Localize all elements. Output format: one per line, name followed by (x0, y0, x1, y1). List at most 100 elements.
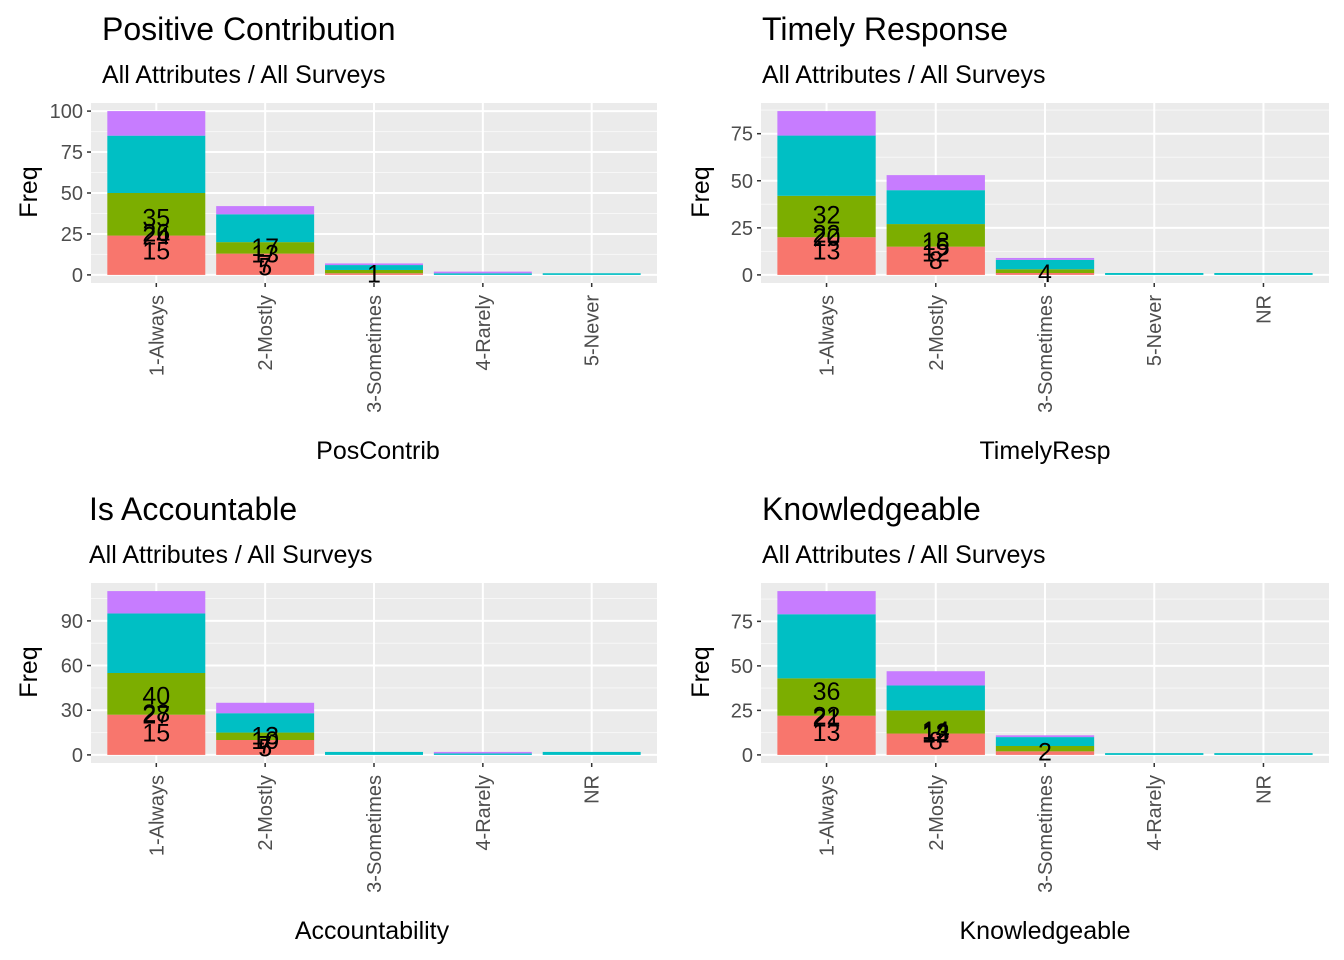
y-tick-label: 60 (61, 656, 83, 678)
data-label: 36 (813, 678, 841, 706)
bar-segment (1105, 753, 1204, 755)
data-label: 7 (258, 250, 272, 278)
chart-subtitle: All Attributes / All Surveys (762, 61, 1045, 89)
bar-segment (1105, 273, 1204, 275)
bar-segment (995, 751, 1095, 755)
data-label: 2 (1038, 738, 1052, 766)
x-tick-label: 1-Always (146, 775, 168, 856)
bar-segment (107, 193, 206, 236)
bar-segment (777, 195, 876, 238)
bar-segment (216, 214, 315, 243)
data-label: 13 (922, 719, 950, 747)
y-tick-label: 50 (731, 171, 753, 193)
bar-segment (216, 732, 315, 741)
bar-segment (886, 685, 985, 711)
bar-segment (433, 753, 532, 755)
data-label: 27 (142, 702, 170, 730)
data-label: 21 (813, 705, 841, 733)
data-label: 12 (922, 721, 950, 749)
y-tick-label: 0 (742, 745, 753, 767)
x-tick-label: 2-Mostly (926, 775, 948, 851)
bar-segment (777, 111, 876, 136)
data-label: 18 (922, 228, 950, 256)
bar-segment (433, 273, 532, 275)
x-tick-label: 1-Always (817, 295, 839, 376)
bar-segment (777, 591, 876, 615)
bar-segment (886, 175, 985, 191)
chart-svg: Timely Response All Attributes / All Sur… (687, 11, 1329, 465)
bar-segment (995, 735, 1095, 738)
data-label: 13 (813, 719, 841, 747)
x-axis-label: PosContrib (316, 437, 440, 465)
x-tick-label: 3-Sometimes (1035, 775, 1057, 893)
chart-panel-positive-contribution: Positive Contribution All Attributes / A… (0, 0, 672, 480)
bar-segment (107, 235, 206, 275)
y-tick-label: 25 (731, 700, 753, 722)
x-tick-label: 2-Mostly (255, 295, 277, 371)
data-label: 24 (142, 223, 170, 251)
chart-svg: Knowledgeable All Attributes / All Surve… (687, 491, 1329, 945)
bar-segment (995, 745, 1095, 752)
y-tick-label: 25 (731, 218, 753, 240)
x-axis-label: Knowledgeable (960, 917, 1131, 945)
x-axis-label: TimelyResp (979, 437, 1110, 465)
y-tick-label: 25 (61, 224, 83, 246)
bar-segment (777, 614, 876, 679)
y-axis-label: Freq (687, 166, 715, 217)
chart-title: Positive Contribution (102, 11, 395, 47)
x-tick-label: NR (1253, 775, 1275, 804)
x-axis-label: Accountability (295, 917, 450, 945)
bar-segment (325, 263, 423, 266)
x-tick-label: 4-Rarely (473, 295, 495, 371)
data-label: 20 (813, 224, 841, 252)
y-tick-label: 0 (742, 265, 753, 287)
y-tick-label: 50 (61, 183, 83, 205)
chart-title: Knowledgeable (762, 491, 981, 527)
chart-panel-knowledgeable: Knowledgeable All Attributes / All Surve… (672, 480, 1344, 960)
chart-svg: Is Accountable All Attributes / All Surv… (15, 491, 657, 945)
y-tick-label: 75 (731, 124, 753, 146)
x-tick-label: 3-Sometimes (364, 295, 386, 413)
data-label: 5 (258, 254, 272, 282)
chart-svg: Positive Contribution All Attributes / A… (15, 11, 657, 465)
x-tick-label: 4-Rarely (473, 775, 495, 851)
data-label: 40 (142, 682, 170, 710)
data-label: 15 (922, 234, 950, 262)
data-label: 8 (929, 728, 943, 756)
bar-segment (325, 269, 423, 274)
y-axis-label: Freq (15, 646, 43, 697)
bar-segment (777, 237, 876, 275)
bar-segment (886, 671, 985, 686)
data-label: 15 (142, 720, 170, 748)
x-tick-label: NR (1253, 295, 1275, 324)
chart-panel-timely-response: Timely Response All Attributes / All Sur… (672, 0, 1344, 480)
y-tick-label: 75 (61, 142, 83, 164)
x-tick-label: 3-Sometimes (1035, 295, 1057, 413)
data-label: 7 (258, 731, 272, 759)
data-label: 26 (142, 219, 170, 247)
data-label: 28 (142, 700, 170, 728)
x-tick-label: 2-Mostly (926, 295, 948, 371)
x-tick-label: 3-Sometimes (364, 775, 386, 893)
bar-segment (995, 259, 1095, 270)
chart-panel-is-accountable: Is Accountable All Attributes / All Surv… (0, 480, 672, 960)
bar-segment (886, 710, 985, 734)
chart-subtitle: All Attributes / All Surveys (89, 541, 372, 569)
bar-segment (216, 740, 315, 755)
bar-segment (107, 673, 206, 715)
y-tick-label: 30 (61, 700, 83, 722)
bar-segment (107, 111, 206, 136)
data-label: 4 (1038, 260, 1052, 288)
bar-segment (216, 253, 315, 275)
data-label: 13 (251, 723, 279, 751)
bar-segment (542, 751, 641, 755)
data-label: 13 (813, 237, 841, 265)
bar-segment (995, 273, 1095, 275)
chart-subtitle: All Attributes / All Surveys (102, 61, 385, 89)
bar-segment (325, 273, 423, 275)
y-tick-label: 90 (61, 611, 83, 633)
y-axis-label: Freq (15, 166, 43, 217)
data-label: 17 (251, 234, 279, 262)
data-label: 5 (258, 734, 272, 762)
